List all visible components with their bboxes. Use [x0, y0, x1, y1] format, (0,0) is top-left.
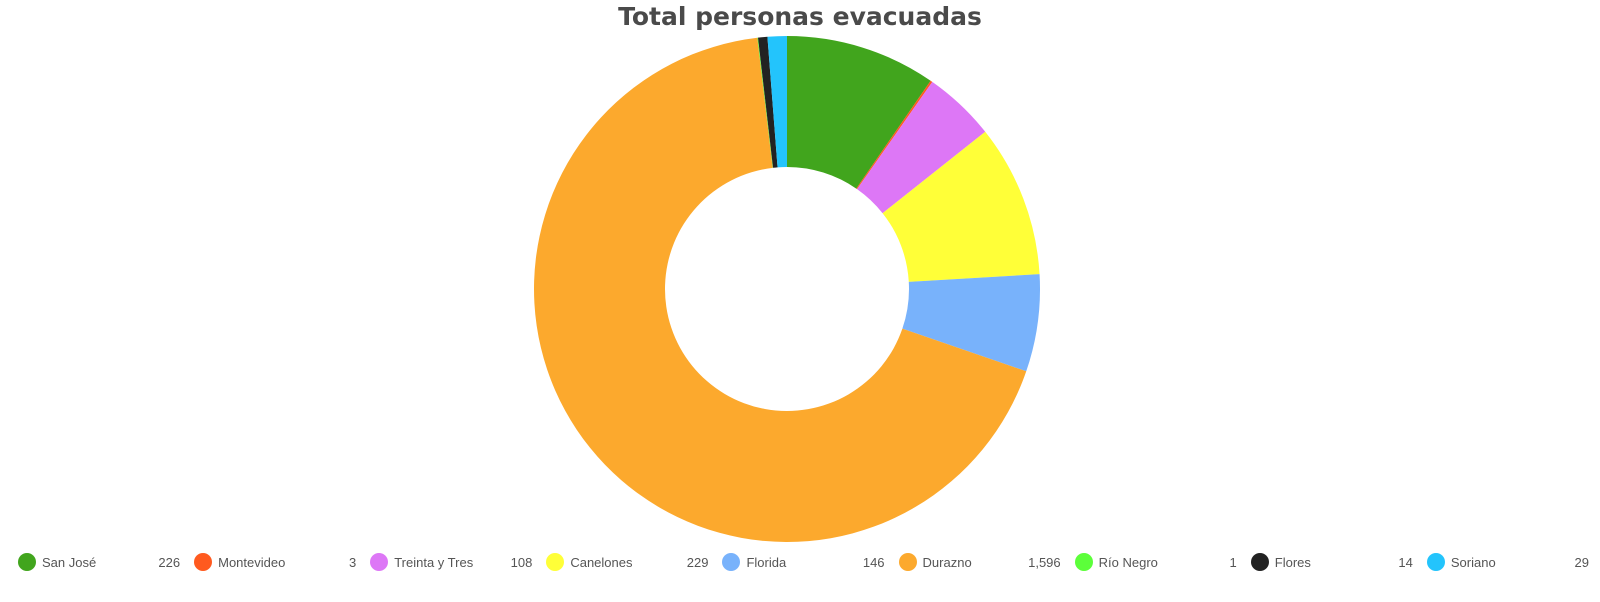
legend-item-san-jose[interactable]: San José 226: [10, 550, 186, 574]
legend-label: Soriano: [1450, 554, 1496, 570]
legend-value: 108: [510, 554, 533, 570]
legend-swatch: [722, 553, 741, 571]
legend-value: 3: [348, 554, 357, 570]
slice-rio-negro[interactable]: [757, 37, 774, 168]
legend-item-florida[interactable]: Florida 146: [714, 550, 890, 574]
legend-value: 14: [1398, 554, 1413, 570]
legend-value: 1: [1229, 554, 1237, 570]
legend-swatch: [1426, 553, 1445, 571]
legend-swatch: [1074, 553, 1093, 571]
legend-value: 226: [158, 554, 181, 570]
slice-treinta-y-tres[interactable]: [857, 81, 986, 214]
legend-value: 29: [1574, 554, 1589, 570]
slice-flores[interactable]: [758, 36, 778, 168]
legend-label: Treinta y Tres: [394, 554, 474, 570]
legend-value: 146: [862, 554, 885, 570]
legend-label: Florida: [746, 554, 787, 570]
legend-swatch: [194, 553, 213, 571]
legend-item-flores[interactable]: Flores 14: [1243, 550, 1419, 574]
slice-durazno[interactable]: [534, 37, 1027, 542]
legend-item-treinta-y-tres[interactable]: Treinta y Tres 108: [362, 550, 538, 574]
legend-label: Río Negro: [1098, 554, 1158, 570]
legend-value: 229: [686, 554, 709, 570]
legend-label: Flores: [1274, 554, 1311, 570]
legend-swatch: [898, 553, 917, 571]
legend-item-durazno[interactable]: Durazno 1,596: [891, 550, 1067, 574]
legend-item-canelones[interactable]: Canelones 229: [538, 550, 714, 574]
legend-label: Canelones: [570, 554, 633, 570]
legend-swatch: [370, 553, 389, 571]
chart-title: Total personas evacuadas: [618, 2, 982, 31]
legend-label: San José: [42, 554, 97, 570]
slice-montevideo[interactable]: [856, 80, 933, 190]
legend-swatch: [1250, 553, 1269, 571]
legend-swatch: [18, 553, 36, 571]
slice-san-jose[interactable]: [787, 36, 931, 189]
legend-value: 1,596: [1028, 554, 1061, 570]
legend-item-montevideo[interactable]: Montevideo 3: [186, 550, 362, 574]
chart-legend: San José 226 Montevideo 3 Treinta y Tres 108 C…: [10, 550, 1595, 574]
slice-florida[interactable]: [902, 274, 1040, 372]
legend-item-soriano[interactable]: Soriano 29: [1419, 550, 1595, 574]
slice-canelones[interactable]: [882, 131, 1040, 282]
legend-item-rio-negro[interactable]: Río Negro 1: [1067, 550, 1243, 574]
legend-swatch: [546, 553, 565, 571]
legend-label: Montevideo: [218, 554, 286, 570]
slice-soriano[interactable]: [767, 36, 787, 168]
legend-label: Durazno: [922, 554, 972, 570]
